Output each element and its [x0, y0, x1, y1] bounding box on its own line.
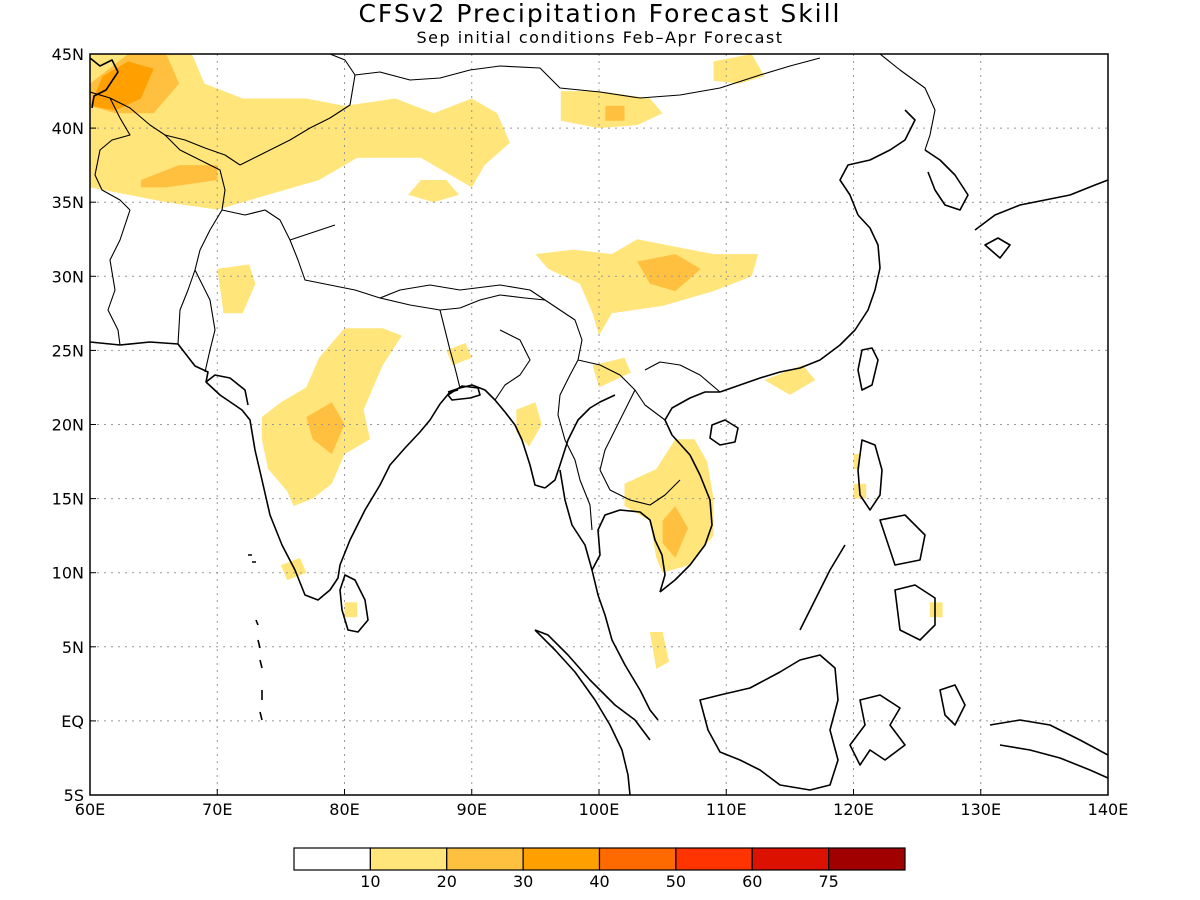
lon-tick-label: 60E — [75, 800, 105, 819]
skill-region-25 — [90, 61, 154, 111]
lat-lon-grid — [90, 54, 1108, 795]
skill-region-11 — [624, 439, 714, 573]
lat-tick-label: 30N — [52, 267, 84, 286]
lat-tick-label: EQ — [61, 712, 84, 731]
latitude-tick-labels: 45N 40N 35N 30N 25N 20N 15N 10N 5N EQ 5S — [52, 45, 84, 805]
skill-region-2 — [408, 180, 459, 203]
colorbar-swatch-2 — [446, 847, 524, 871]
skill-region-21 — [637, 254, 701, 292]
longitude-tick-labels: 60E 70E 80E 90E 100E 110E 120E 130E 140E — [75, 800, 1129, 819]
lon-tick-label: 80E — [329, 800, 359, 819]
map-subtitle: Sep initial conditions Feb–Apr Forecast — [416, 28, 784, 47]
skill-region-10 — [592, 357, 631, 388]
colorbar-swatch-5 — [675, 847, 753, 871]
country-border-layer — [90, 54, 936, 531]
skill-region-24 — [605, 105, 625, 121]
colorbar-swatch-0 — [293, 847, 371, 871]
lat-tick-label: 5S — [64, 786, 84, 805]
lat-tick-label: 25N — [52, 341, 84, 360]
lat-tick-label: 15N — [52, 490, 84, 509]
skill-region-8 — [446, 343, 472, 366]
colorbar-label: 10 — [360, 872, 380, 891]
colorbar-label: 20 — [437, 872, 457, 891]
colorbar-swatch-4 — [598, 847, 677, 871]
colorbar-label: 60 — [742, 872, 762, 891]
colorbar-swatch-3 — [522, 847, 601, 871]
coastline-layer — [90, 57, 1108, 795]
lat-tick-label: 5N — [62, 638, 84, 657]
skill-region-5 — [535, 239, 759, 336]
lon-tick-label: 100E — [579, 800, 620, 819]
lon-tick-label: 70E — [202, 800, 232, 819]
skill-region-22 — [306, 402, 345, 455]
lat-tick-label: 45N — [52, 45, 84, 64]
colorbar-swatch-1 — [369, 847, 448, 871]
map-title: CFSv2 Precipitation Forecast Skill — [358, 0, 842, 28]
lon-tick-label: 110E — [706, 800, 747, 819]
lat-tick-label: 35N — [52, 193, 84, 212]
colorbar-label: 75 — [818, 872, 838, 891]
axis-ticks — [89, 53, 1109, 796]
colorbar-swatch-6 — [751, 847, 830, 871]
skill-region-13 — [344, 602, 358, 618]
lon-tick-label: 90E — [457, 800, 487, 819]
lon-tick-label: 140E — [1088, 800, 1129, 819]
skill-region-20 — [140, 165, 218, 188]
skill-region-6 — [217, 264, 256, 314]
colorbar-label: 30 — [513, 872, 533, 891]
lat-tick-label: 40N — [52, 119, 84, 138]
skill-region-23 — [662, 506, 689, 558]
skill-region-14 — [649, 632, 669, 669]
colorbar-label: 40 — [589, 872, 609, 891]
lon-tick-label: 120E — [833, 800, 874, 819]
lat-tick-label: 20N — [52, 416, 84, 435]
skill-region-4 — [713, 54, 765, 84]
skill-region-15 — [764, 365, 816, 395]
lon-tick-label: 130E — [960, 800, 1001, 819]
skill-region-9 — [516, 402, 542, 447]
color-legend: 10 20 30 40 50 60 75 — [293, 847, 906, 891]
lat-tick-label: 10N — [52, 564, 84, 583]
colorbar-swatch-7 — [828, 847, 906, 871]
skill-region-17 — [929, 602, 943, 618]
colorbar-label: 50 — [666, 872, 686, 891]
